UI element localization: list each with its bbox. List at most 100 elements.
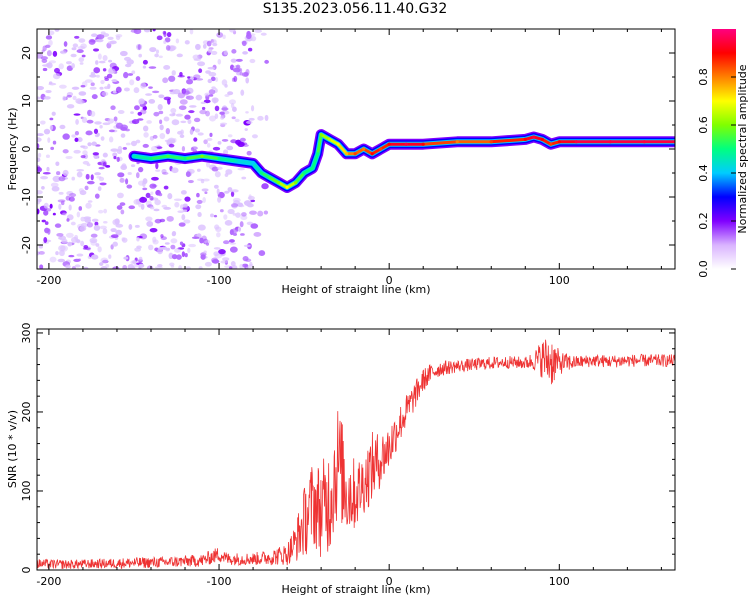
trace-point: [316, 152, 320, 156]
trace-segment: [362, 147, 374, 156]
colorbar-tick-label: 0.2: [697, 212, 710, 230]
trace-segment: [540, 137, 553, 146]
trace-point: [311, 166, 315, 170]
x-tick-label: 100: [549, 274, 570, 287]
trace-point: [200, 154, 204, 158]
spectrogram-noise: [37, 29, 269, 269]
snr-x-ticks: -200 -100 0 100: [36, 329, 662, 588]
spectrogram-marks: [37, 29, 675, 269]
snr-frame: [36, 328, 676, 571]
trace-point: [540, 137, 544, 141]
trace-point: [302, 171, 306, 175]
trace-point: [489, 140, 493, 144]
trace-point: [549, 142, 553, 146]
x-tick-label: -100: [207, 575, 232, 588]
spectrogram-y-label: Frequency (Hz): [6, 108, 19, 191]
colorbar-tick-label: 0.6: [697, 116, 710, 134]
colorbar: 0.0 0.2 0.4 0.6 0.8 Normalized spectral ampl…: [697, 29, 749, 278]
colorbar-tick-label: 0.0: [697, 260, 710, 278]
trace-segment: [336, 142, 349, 156]
snr-y-label: SNR (10 * v/v): [6, 410, 19, 488]
snr-line: [37, 339, 675, 570]
trace-point: [328, 137, 332, 141]
trace-point: [149, 157, 153, 161]
trace-segment: [489, 137, 527, 144]
trace-point: [276, 181, 281, 185]
trace-segment: [311, 152, 320, 170]
trace-point: [183, 157, 187, 161]
y-tick-label: 200: [20, 401, 33, 422]
trace-point: [608, 140, 612, 144]
trace-point: [557, 140, 561, 144]
trace-segment: [294, 171, 306, 185]
trace-segment: [316, 133, 323, 156]
snr-y-ticks: 0 100 200 300: [20, 322, 675, 574]
trace-segment: [217, 157, 238, 163]
trace-point: [217, 157, 221, 161]
trace-point: [574, 140, 578, 144]
trace-point: [455, 140, 459, 144]
trace-point: [523, 137, 527, 141]
x-tick-label: -100: [207, 274, 232, 287]
trace-segment: [132, 154, 153, 161]
colorbar-tick-label: 0.4: [697, 164, 710, 182]
trace-segment: [251, 161, 264, 175]
trace-point: [421, 142, 425, 146]
snr-x-label: Height of straight line (km): [281, 583, 430, 596]
trace-point: [532, 135, 536, 139]
trace-segment: [353, 147, 366, 156]
colorbar-gradient: [712, 29, 736, 269]
page-title: S135.2023.056.11.40.G32: [262, 1, 448, 17]
trace-point: [251, 161, 255, 165]
spectrogram-y-ticks: -20 -10 0 10 20: [20, 28, 675, 270]
y-tick-label: 300: [20, 322, 33, 343]
trace-segment: [149, 154, 170, 161]
trace-segment: [302, 166, 315, 175]
y-tick-label: 10: [20, 94, 33, 108]
trace-point: [345, 152, 349, 156]
trace-point: [268, 176, 272, 180]
trace-point: [370, 152, 374, 156]
trace-point: [353, 152, 357, 156]
snr-panel: -200 -100 0 100 0 100 200 300 Height of straig…: [6, 322, 676, 596]
snr-marks: [37, 339, 675, 570]
x-tick-label: -200: [36, 274, 61, 287]
x-tick-label: -200: [36, 575, 61, 588]
trace-segment: [421, 140, 459, 146]
x-tick-label: 0: [386, 575, 393, 588]
trace-point: [379, 147, 383, 151]
y-tick-label: -20: [20, 236, 33, 254]
y-tick-label: -10: [20, 188, 33, 206]
x-tick-label: 100: [549, 575, 570, 588]
trace-point: [294, 181, 298, 185]
trace-segment: [260, 171, 272, 180]
trace-point: [285, 185, 289, 189]
trace-point: [234, 159, 238, 163]
trace-segment: [234, 159, 255, 165]
trace-segment: [268, 176, 281, 185]
trace-segment: [370, 147, 383, 156]
y-tick-label: 0: [20, 146, 33, 153]
trace-segment: [379, 142, 391, 151]
trace-point: [642, 140, 646, 144]
trace-segment: [285, 181, 298, 189]
y-tick-label: 0: [20, 567, 33, 574]
trace-point: [166, 154, 170, 158]
trace-point: [362, 147, 366, 151]
trace-segment: [277, 181, 289, 189]
trace-point: [259, 171, 264, 175]
x-tick-label: 0: [386, 274, 393, 287]
spectrogram-x-ticks: -200 -100 0 100: [36, 29, 662, 287]
trace-point: [319, 133, 323, 137]
colorbar-label: Normalized spectral amplitude: [736, 64, 749, 233]
y-tick-label: 20: [20, 46, 33, 60]
colorbar-tick-label: 0.8: [697, 68, 710, 86]
y-tick-label: 100: [20, 480, 33, 501]
trace-segment: [183, 154, 204, 161]
trace-point: [404, 142, 408, 146]
trace-segment: [319, 133, 332, 141]
trace-segment: [166, 154, 187, 161]
trace-segment: [200, 154, 221, 161]
